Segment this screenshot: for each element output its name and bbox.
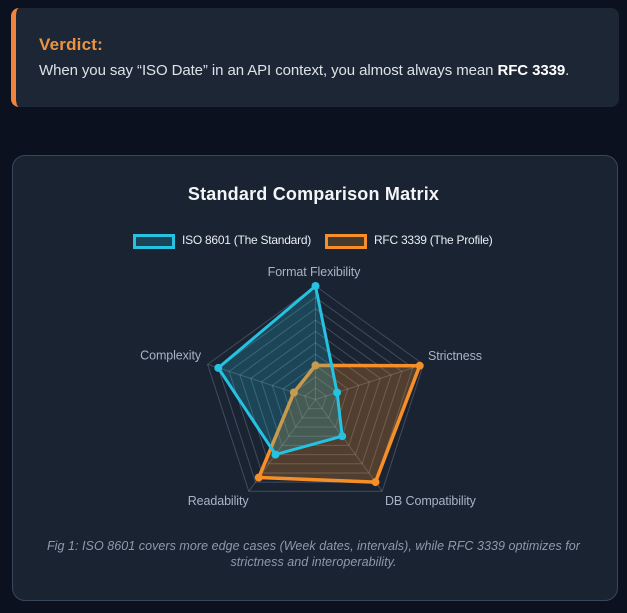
svg-text:DB Compatibility: DB Compatibility bbox=[385, 494, 477, 508]
svg-text:Format Flexibility: Format Flexibility bbox=[268, 265, 362, 279]
svg-text:Complexity: Complexity bbox=[140, 349, 202, 363]
svg-text:Strictness: Strictness bbox=[428, 349, 482, 363]
svg-text:Readability: Readability bbox=[188, 494, 250, 508]
